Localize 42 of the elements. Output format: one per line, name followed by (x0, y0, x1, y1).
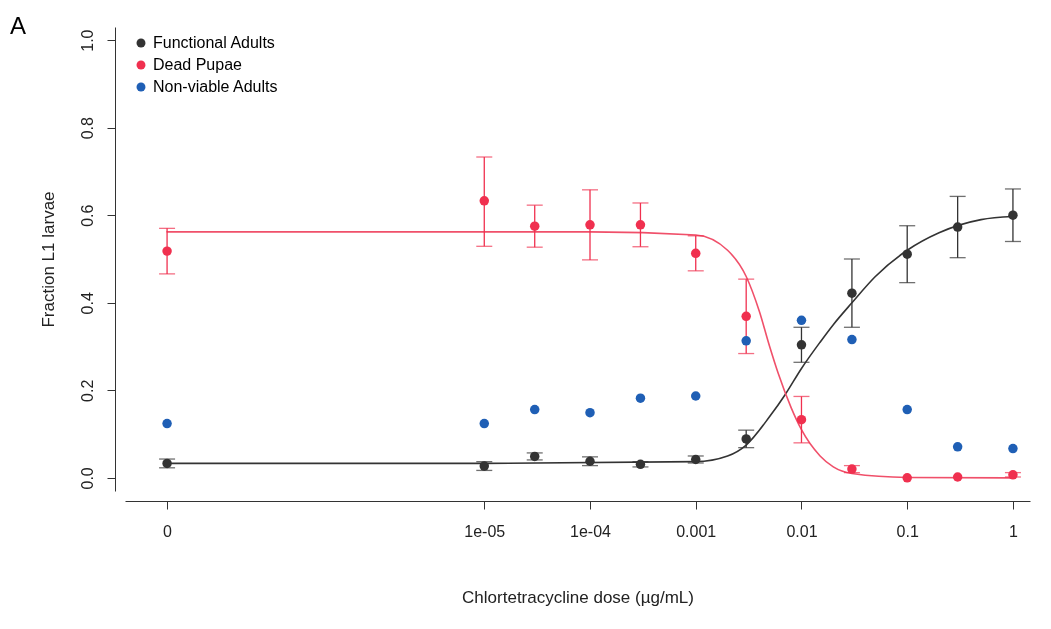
x-tick-label: 1e-04 (570, 522, 612, 540)
y-tick-label: 0.4 (78, 292, 96, 315)
point (847, 464, 857, 474)
point (529, 451, 540, 462)
point (847, 334, 857, 345)
y-tick-label: 1.0 (78, 29, 96, 52)
point (741, 336, 751, 346)
x-tick-label: 1 (1008, 522, 1018, 540)
point (1008, 210, 1018, 220)
point (1008, 443, 1018, 454)
point (796, 340, 807, 350)
point (635, 393, 646, 403)
point (796, 315, 807, 326)
point (741, 311, 751, 322)
x-tick-label: 0.01 (786, 522, 818, 540)
x-tick-label: 1e-05 (464, 522, 506, 540)
point (847, 288, 857, 298)
x-axis-title: Chlortetracycline dose (µg/mL) (462, 587, 694, 607)
point (902, 249, 912, 259)
y-tick-label: 0.0 (78, 467, 96, 490)
y-axis-title: Fraction L1 larvae (38, 191, 58, 328)
y-tick-label: 0.8 (78, 116, 96, 140)
text: A (10, 12, 27, 39)
point (1008, 470, 1018, 480)
point (691, 454, 701, 465)
legend-label: Dead Pupae (153, 56, 243, 73)
point (691, 391, 701, 401)
point (741, 434, 751, 444)
y-tick-label: 0.6 (78, 204, 96, 227)
x-tick-label: 0 (163, 522, 173, 540)
point (529, 404, 540, 415)
legend-label: Non-viable Adults (153, 78, 278, 95)
point (902, 473, 912, 483)
y-tick-label: 0.2 (78, 379, 96, 402)
x-tick-label: 0.001 (676, 522, 717, 540)
point (635, 220, 646, 230)
point (796, 414, 807, 425)
legend-label: Functional Adults (153, 34, 275, 51)
point (691, 248, 701, 259)
point (902, 404, 912, 415)
point (529, 221, 540, 231)
x-tick-label: 0.1 (896, 522, 919, 540)
